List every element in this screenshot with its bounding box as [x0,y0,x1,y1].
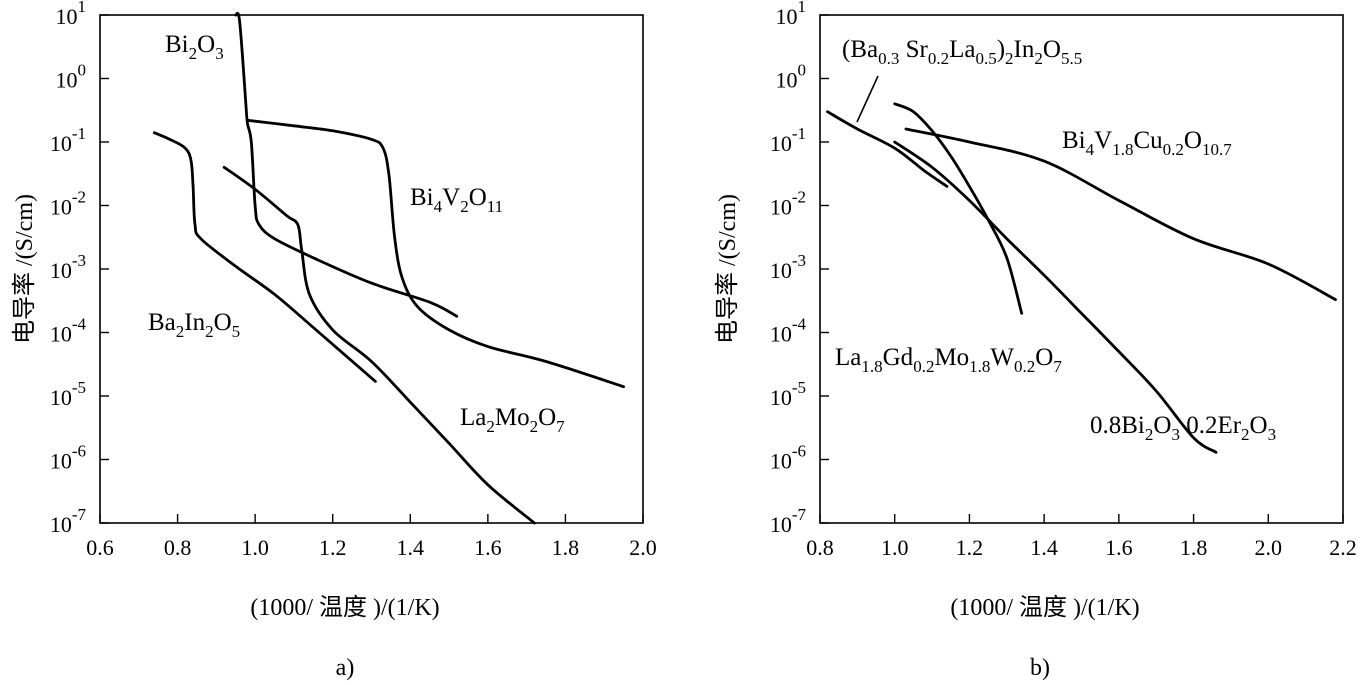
x-tick-label: 2.2 [1329,535,1357,560]
y-tick-label: 101 [776,0,807,29]
y-tick-label: 10-3 [50,251,86,283]
y-tick-label: 10-5 [770,378,806,410]
series-line-bi4v2o11 [246,118,625,389]
series-line-ba-sr-la-in-oxide [826,110,949,188]
series-label-bi4v1.8cu0.2o10.7: Bi4V1.8Cu0.2O10.7 [1062,127,1232,159]
series-line-bi4v1.8cu0.2o10.7 [904,127,1337,301]
leader-line [856,75,879,123]
y-tick-label: 10-7 [50,505,87,537]
chart-panel-b: 0.8 1.0 1.2 1.4 1.6 1.8 2.0 2.2 101 100 10-1 10-2 10… [714,0,1357,681]
series-line-bi2o3-er2o3 [893,140,1218,454]
x-tick-label: 2.0 [629,535,657,560]
x-tick-label: 2.0 [1255,535,1283,560]
x-tick-label: 1.2 [956,535,984,560]
series-line-la2mo2o7 [222,165,536,525]
x-tick-label: 1.6 [1105,535,1133,560]
y-tick-label: 10-4 [50,315,87,347]
series-label-bi2o3-er2o3: 0.8Bi2O3 0.2Er2O3 [1090,412,1276,444]
y-tick-label: 10-2 [50,188,86,220]
x-tick-label: 0.6 [86,535,114,560]
plot-frame-b [819,14,1344,524]
x-axis-label: (1000/ 温度 )/(1/K) [950,594,1139,621]
y-tick-label: 10-6 [770,442,806,474]
series-line-ba2in2o5 [152,131,377,383]
y-tick-label: 10-4 [770,315,807,347]
y-tick-label: 10-2 [770,188,806,220]
y-tick-label: 100 [56,61,87,93]
y-tick-label: 10-3 [770,251,806,283]
x-tick-label: 0.8 [164,535,192,560]
y-axis-label: 电导率 /(S/cm) [714,194,741,344]
series-label-bi2o3: Bi2O3 [165,31,224,63]
y-tick-label: 100 [776,61,807,93]
x-tick-label: 1.8 [552,535,580,560]
y-tick-label: 10-1 [770,124,806,156]
plot-frame-a [99,14,644,524]
x-tick-label: 1.2 [319,535,347,560]
series-label-ba-sr-la-in-oxide: (Ba0.3 Sr0.2La0.5)2In2O5.5 [842,36,1082,68]
y-tick-label: 10-1 [50,124,86,156]
x-tick-label: 1.6 [474,535,502,560]
series-label-ba2in2o5: Ba2In2O5 [148,309,240,341]
series-line-la1.8gd0.2mo1.8w0.2o7 [893,102,1024,315]
panel-label-a: a) [336,655,355,681]
y-tick-label: 101 [56,0,87,29]
x-tick-label: 1.4 [1030,535,1058,560]
panel-label-b: b) [1030,655,1050,681]
y-tick-label: 10-6 [50,442,86,474]
x-tick-label: 1.4 [397,535,425,560]
y-tick-label: 10-7 [770,505,807,537]
series-label-la2mo2o7: La2Mo2O7 [460,404,565,436]
x-tick-label: 1.0 [881,535,909,560]
y-axis-label: 电导率 /(S/cm) [11,194,38,344]
series-label-bi4v2o11: Bi4V2O11 [410,184,503,216]
x-tick-label: 1.8 [1180,535,1208,560]
x-tick-label: 1.0 [241,535,269,560]
chart-panel-a: 0.6 0.8 1.0 1.2 1.4 1.6 1.8 2.0 101 100 10-1 10-2 10… [11,0,657,681]
x-axis-label: (1000/ 温度 )/(1/K) [250,594,439,621]
y-tick-label: 10-5 [50,378,86,410]
series-label-la1.8gd0.2mo1.8w0.2o7: La1.8Gd0.2Mo1.8W0.2O7 [835,344,1062,376]
series-line-bi2o3 [234,11,459,318]
x-tick-label: 0.8 [806,535,834,560]
